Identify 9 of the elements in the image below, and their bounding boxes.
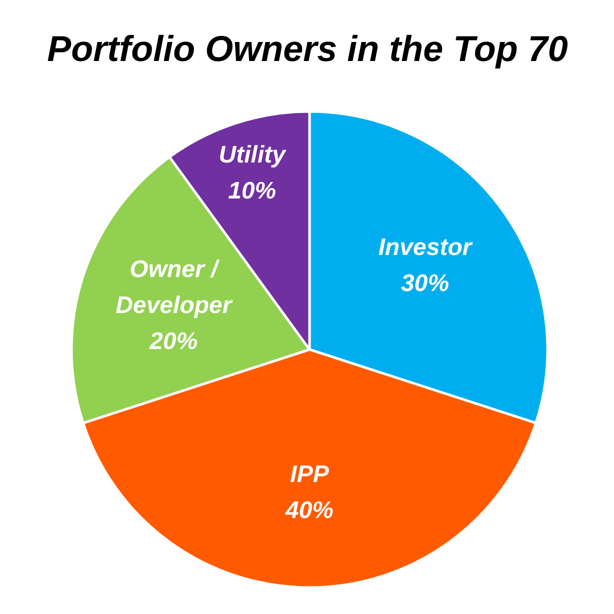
slice-label: Owner / Developer xyxy=(116,256,234,319)
slice-label: Utility xyxy=(218,141,288,168)
data-label: 10% xyxy=(228,177,276,204)
data-label: 20% xyxy=(148,328,198,355)
slice-label: IPP xyxy=(290,460,330,488)
slice-label: Investor xyxy=(378,234,474,262)
chart-title: Portfolio Owners in the Top 70 xyxy=(47,28,568,69)
data-label: 30% xyxy=(401,270,450,298)
data-label: 40% xyxy=(284,496,334,524)
